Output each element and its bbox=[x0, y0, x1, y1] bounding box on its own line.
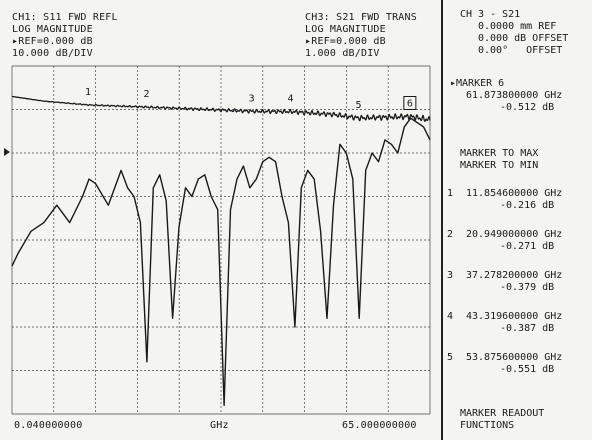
marker-3-number[interactable]: 3 bbox=[447, 270, 454, 281]
reference-arrow-icon bbox=[4, 148, 10, 156]
phase-offset-readout: 0.00° OFFSET bbox=[478, 45, 563, 56]
plot-marker-5: 5 bbox=[355, 100, 361, 111]
marker-1-frequency: 11.854600000 GHz bbox=[466, 188, 563, 199]
plot-marker-2: 2 bbox=[144, 89, 150, 100]
grid bbox=[11, 65, 431, 415]
plot-marker-6: 6 bbox=[407, 98, 413, 109]
panel-title: CH 3 - S21 bbox=[460, 9, 521, 20]
ch3-header-line2: LOG MAGNITUDE bbox=[305, 24, 386, 35]
marker-5-value: -0.551 dB bbox=[500, 364, 555, 375]
x-axis-stop: 65.000000000 bbox=[342, 420, 417, 431]
panel-divider bbox=[441, 0, 443, 440]
traces bbox=[11, 95, 431, 406]
plot-marker-1: 1 bbox=[85, 87, 91, 98]
marker-5-number[interactable]: 5 bbox=[447, 352, 454, 363]
active-marker-label[interactable]: ▸MARKER 6 bbox=[450, 78, 505, 89]
marker-3-frequency: 37.278200000 GHz bbox=[466, 270, 563, 281]
marker-1-value: -0.216 dB bbox=[500, 200, 555, 211]
active-marker-value: -0.512 dB bbox=[500, 102, 555, 113]
marker-3-value: -0.379 dB bbox=[500, 282, 555, 293]
marker-2-value: -0.271 dB bbox=[500, 241, 555, 252]
marker-4-value: -0.387 dB bbox=[500, 323, 555, 334]
marker-to-min-button[interactable]: MARKER TO MIN bbox=[460, 160, 539, 171]
ch1-header-line3: ▸REF=0.000 dB bbox=[12, 36, 93, 47]
s21-trace bbox=[11, 95, 431, 122]
marker-4-frequency: 43.319600000 GHz bbox=[466, 311, 563, 322]
marker-labels: 1 2 3 4 5 6 bbox=[85, 87, 417, 111]
marker-readout-button[interactable]: MARKER READOUT bbox=[460, 408, 545, 419]
marker-2-frequency: 20.949000000 GHz bbox=[466, 229, 563, 240]
marker-readout-button-line2[interactable]: FUNCTIONS bbox=[460, 420, 515, 431]
s11-trace bbox=[11, 117, 431, 406]
ch1-header-line1: CH1: S11 FWD REFL bbox=[12, 12, 118, 23]
active-marker-frequency: 61.873800000 GHz bbox=[466, 90, 563, 101]
ch3-header-line1: CH3: S21 FWD TRANS bbox=[305, 12, 417, 23]
offset-readout: 0.000 dB OFFSET bbox=[478, 33, 569, 44]
marker-1-number[interactable]: 1 bbox=[447, 188, 454, 199]
x-axis-unit: GHz bbox=[210, 420, 229, 431]
ch3-header-line4: 1.000 dB/DIV bbox=[305, 48, 380, 59]
plot-marker-3: 3 bbox=[249, 93, 255, 104]
ch3-header-line3: ▸REF=0.000 dB bbox=[305, 36, 386, 47]
ch1-header-line4: 10.000 dB/DIV bbox=[12, 48, 93, 59]
plot-marker-4: 4 bbox=[287, 94, 293, 105]
marker-5-frequency: 53.875600000 GHz bbox=[466, 352, 563, 363]
marker-to-max-button[interactable]: MARKER TO MAX bbox=[460, 148, 539, 159]
ch1-header-line2: LOG MAGNITUDE bbox=[12, 24, 93, 35]
marker-2-number[interactable]: 2 bbox=[447, 229, 454, 240]
active-marker-box bbox=[403, 95, 417, 110]
marker-4-number[interactable]: 4 bbox=[447, 311, 454, 322]
ref-plane-readout: 0.0000 mm REF bbox=[478, 21, 557, 32]
x-axis-start: 0.040000000 bbox=[14, 420, 83, 431]
